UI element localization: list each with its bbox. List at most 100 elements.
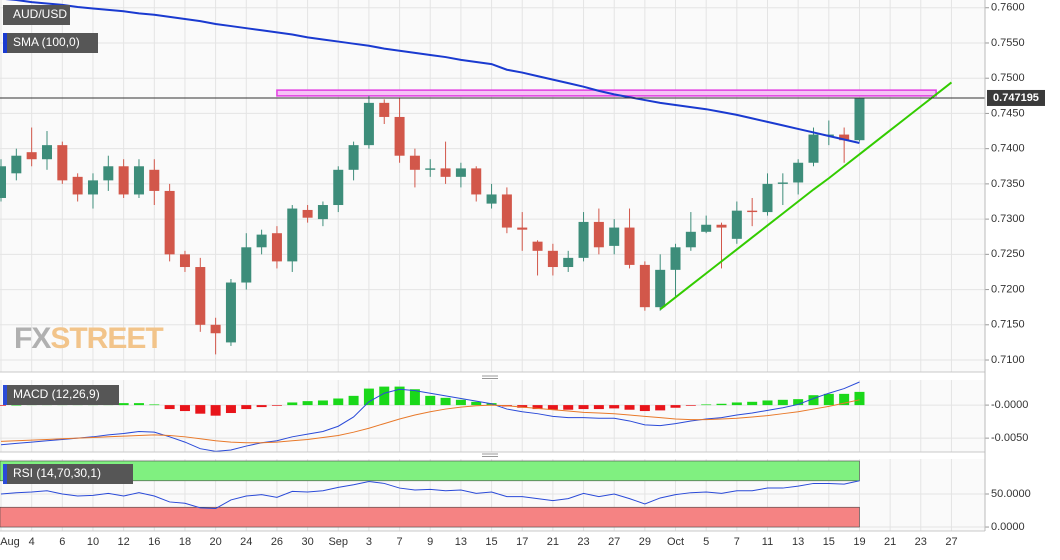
candle-body (0, 166, 6, 198)
histogram-bar (118, 403, 129, 406)
x-tick-label: 3 (366, 536, 372, 548)
x-tick-label: 9 (427, 536, 433, 548)
last-price-box (987, 89, 1045, 106)
candle-body (639, 264, 650, 308)
histogram-bar (271, 405, 282, 406)
candle-body (26, 152, 37, 160)
candle-body (532, 241, 543, 251)
histogram-bar (363, 388, 374, 406)
histogram-bar (823, 393, 834, 406)
legend-label: MACD (12,26,9) (13, 387, 100, 401)
legend-box (3, 464, 133, 484)
candle-body (241, 247, 252, 283)
histogram-bar (164, 405, 175, 410)
grid (0, 0, 985, 531)
candle-body (731, 210, 742, 239)
candle-body (808, 134, 819, 163)
histogram-bar (517, 405, 528, 408)
watermark: FXSTREET (14, 322, 163, 355)
candle-body (701, 224, 712, 232)
x-tick-label: 30 (301, 536, 313, 548)
legend-box (3, 5, 70, 25)
x-tick-label: 23 (915, 536, 927, 548)
histogram-bar (716, 403, 727, 406)
x-tick-label: 20 (209, 536, 221, 548)
histogram-bar (593, 405, 604, 410)
histogram-bar (639, 405, 650, 412)
candle-body (593, 221, 604, 248)
panel-background (0, 0, 985, 372)
candle-body (547, 250, 558, 268)
histogram-bar (808, 395, 819, 406)
histogram-bar (455, 399, 466, 406)
candle-body (486, 194, 497, 204)
candle-body (271, 233, 282, 262)
histogram-bar (471, 401, 482, 406)
x-tick-label: 13 (792, 536, 804, 548)
candle-body (225, 282, 236, 343)
histogram-bar (379, 386, 390, 406)
x-tick-label: 17 (516, 536, 528, 548)
x-tick-label: 19 (853, 536, 865, 548)
y-tick-label: 0.7150 (991, 319, 1025, 331)
candle-body (455, 168, 466, 177)
histogram-bar (302, 401, 313, 406)
candle-body (747, 210, 758, 213)
x-tick-label: 27 (608, 536, 620, 548)
candle-body (103, 166, 114, 181)
candle-body (563, 257, 574, 268)
x-tick-label: 18 (179, 536, 191, 548)
y-tick-label: -0.0000 (991, 399, 1028, 411)
candle-body (655, 269, 666, 308)
x-tick-label: 26 (271, 536, 283, 548)
candle-body (409, 155, 420, 170)
x-tick-label: 12 (118, 536, 130, 548)
panel: FXSTREET (0, 0, 985, 361)
candle-body (87, 180, 98, 195)
series-line (0, 381, 860, 452)
y-tick-label: 0.7400 (991, 143, 1025, 155)
candle-body (302, 209, 313, 218)
histogram-bar (747, 401, 758, 406)
candle-body (179, 254, 190, 268)
histogram-bar (333, 398, 344, 406)
candle-body (793, 162, 804, 183)
x-tick-label: Aug (0, 536, 20, 548)
y-tick-label: 0.7300 (991, 213, 1025, 225)
candle-body (11, 155, 22, 174)
candle-body (363, 102, 374, 146)
candle-body (57, 145, 68, 181)
legend-box (3, 385, 119, 405)
last-price-label: 0.747195 (993, 92, 1039, 104)
x-tick-label: 16 (148, 536, 160, 548)
watermark-part: FX (14, 322, 51, 355)
histogram-bar (179, 405, 190, 412)
candle-body (256, 234, 267, 248)
histogram-bar (547, 405, 558, 410)
y-tick-label: 0.7550 (991, 37, 1025, 49)
x-tick-label: Oct (667, 536, 684, 548)
x-tick-label: 29 (639, 536, 651, 548)
legend-box (3, 33, 98, 53)
histogram-bar (685, 405, 696, 406)
histogram-bar (195, 405, 206, 414)
histogram-bar (317, 400, 328, 406)
series-line (0, 480, 860, 510)
y-tick-label: 0.7500 (991, 72, 1025, 84)
histogram-bar (609, 405, 620, 409)
candle-body (118, 166, 129, 195)
panel (0, 460, 985, 528)
legend-swatch (3, 464, 7, 484)
histogram-bar (149, 404, 160, 406)
histogram-bar (11, 405, 22, 406)
y-tick-label: 0.7100 (991, 354, 1025, 366)
candle-body (762, 183, 773, 213)
series-line (0, 399, 860, 444)
y-tick-label: 0.7200 (991, 283, 1025, 295)
x-tick-label: 15 (823, 536, 835, 548)
x-tick-label: 24 (240, 536, 252, 548)
histogram-bar (440, 397, 451, 406)
histogram-bar (731, 402, 742, 406)
histogram-bar (425, 395, 436, 406)
